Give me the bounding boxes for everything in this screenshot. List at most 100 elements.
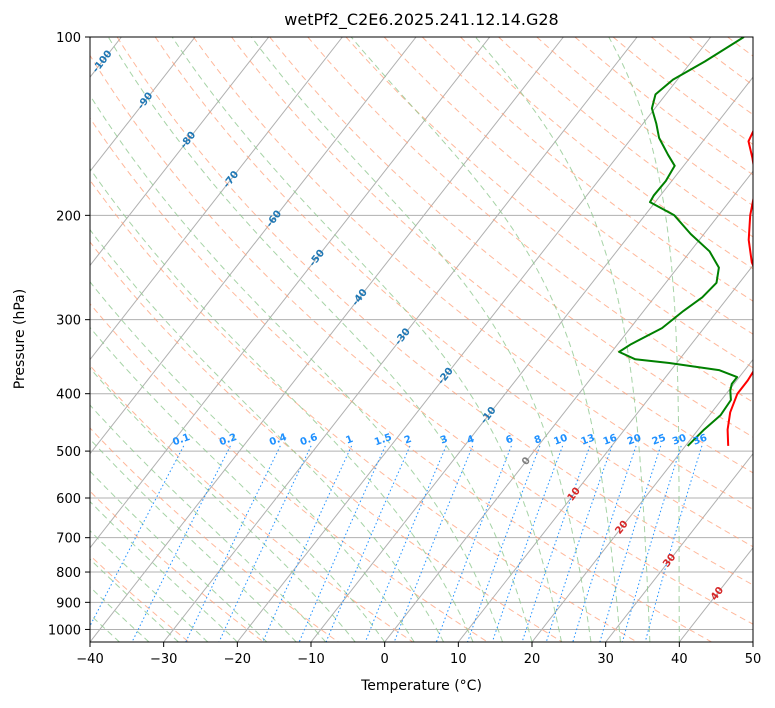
mixing-ratio-label: 20: [626, 433, 643, 448]
moist-adiabat-line: [90, 613, 120, 642]
mixing-ratio-label: 0.6: [299, 432, 319, 448]
moist-adiabat-line: [90, 167, 474, 642]
x-tick-label: 20: [524, 652, 541, 667]
moist-adiabat-line: [90, 470, 268, 642]
dry-adiabat-line: [421, 37, 753, 302]
moist-adiabat-line: [251, 37, 592, 642]
mixing-ratio-line: [644, 445, 703, 642]
x-tick-label: 10: [450, 652, 467, 667]
dry-adiabat-line: [498, 37, 753, 238]
x-tick-label: 40: [671, 652, 688, 667]
x-tick-label: 30: [597, 652, 614, 667]
mixing-ratio-line: [262, 445, 353, 642]
x-tick-label: −40: [76, 652, 103, 667]
moist-adiabat-line: [90, 586, 150, 642]
moist-adiabat-line: [90, 558, 179, 642]
dry-adiabat-line: [536, 37, 753, 207]
dry-adiabat-line: [766, 37, 775, 642]
mixing-ratio-line: [218, 445, 312, 642]
dry-adiabat-line: [269, 37, 753, 438]
mixing-ratio-line: [131, 445, 231, 642]
mixing-ratio-label: 36: [692, 433, 709, 448]
y-tick-label: 800: [56, 566, 81, 581]
mixing-ratio-line: [621, 445, 682, 642]
mixing-ratio-label: 30: [671, 433, 688, 448]
dry-adiabat-line: [689, 37, 753, 86]
dry-adiabat-line: [90, 179, 638, 642]
mixing-ratio-label: 4: [466, 434, 476, 447]
mixing-ratio-label: 10: [552, 433, 569, 448]
isotherm-line: [236, 37, 712, 642]
dry-adiabat-line: [727, 37, 753, 57]
mixing-ratio-label: 8: [533, 434, 543, 447]
dewpoint-profile-line: [618, 37, 745, 447]
y-tick-label: 100: [56, 31, 81, 46]
x-axis-label: Temperature (°C): [361, 678, 482, 694]
moist-adiabat-line: [90, 529, 209, 642]
mixing-ratio-line: [185, 445, 281, 642]
moist-adiabat-line: [90, 94, 503, 642]
mixing-ratio-label: 0.1: [171, 432, 191, 448]
y-tick-label: 700: [56, 532, 81, 547]
isotherm-line: [163, 37, 638, 642]
plot-frame: [89, 36, 754, 643]
dry-adiabat-line: [154, 37, 753, 548]
y-tick-label: 300: [56, 314, 81, 329]
mixing-ratio-label: 3: [439, 434, 449, 447]
isotherm-line: [90, 37, 564, 642]
dry-adiabat-line: [90, 427, 339, 642]
mixing-ratio-line: [364, 445, 447, 642]
x-tick-label: −30: [150, 652, 177, 667]
y-tick-label: 600: [56, 492, 81, 507]
moist-adiabat-line: [90, 281, 415, 642]
dry-adiabat-line: [90, 54, 753, 625]
mixing-ratio-label: 2: [403, 434, 413, 447]
isotherm-line: [384, 170, 753, 642]
mixing-ratio-line: [435, 445, 512, 642]
dry-adiabat-line: [307, 37, 753, 403]
isotherm-line: [752, 641, 753, 642]
isotherm-line: [90, 37, 270, 267]
dry-adiabat-line: [116, 37, 753, 586]
dry-adiabat-line: [460, 37, 753, 270]
mixing-ratio-label: 13: [580, 433, 597, 448]
moist-adiabat-line: [350, 37, 621, 642]
mixing-ratio-line: [491, 445, 564, 642]
y-tick-label: 1000: [48, 623, 81, 638]
mixing-ratio-line: [90, 445, 185, 628]
isotherm-line: [310, 76, 753, 642]
dry-adiabat-line: [90, 303, 488, 642]
moist-adiabat-line: [90, 367, 356, 642]
moist-adiabat-line: [90, 500, 238, 642]
mixing-ratio-line: [467, 445, 541, 642]
mixing-ratio-label: 1: [344, 434, 354, 447]
dry-adiabat-line: [90, 241, 563, 642]
dry-adiabat-line: [574, 37, 753, 176]
y-tick-label: 500: [56, 445, 81, 460]
moist-adiabat-line: [171, 37, 562, 642]
dry-adiabat-line: [383, 37, 753, 335]
mixing-ratio-label: 6: [504, 434, 514, 447]
x-tick-label: −10: [297, 652, 324, 667]
isotherm-line: [90, 37, 343, 361]
mixing-ratio-line: [298, 445, 386, 642]
dry-adiabat-line: [231, 37, 753, 474]
moist-adiabat-line: [90, 438, 297, 642]
moist-adiabat-line: [107, 37, 533, 642]
x-tick-label: −20: [224, 652, 251, 667]
isotherm-line: [90, 37, 491, 549]
mixing-ratio-label: 0.2: [218, 432, 238, 448]
dry-adiabat-line: [345, 37, 753, 369]
y-tick-label: 400: [56, 388, 81, 403]
moist-adiabat-line: [90, 326, 386, 642]
x-tick-label: 0: [381, 652, 389, 667]
mixing-ratio-line: [545, 445, 613, 642]
isotherm-line: [605, 452, 753, 642]
moist-adiabat-line: [608, 37, 680, 642]
mixing-ratio-label: 16: [602, 433, 619, 448]
isotherm-line: [0, 37, 48, 642]
isotherm-line: [90, 37, 122, 78]
mixing-ratio-line: [521, 445, 591, 642]
y-tick-label: 200: [56, 209, 81, 224]
